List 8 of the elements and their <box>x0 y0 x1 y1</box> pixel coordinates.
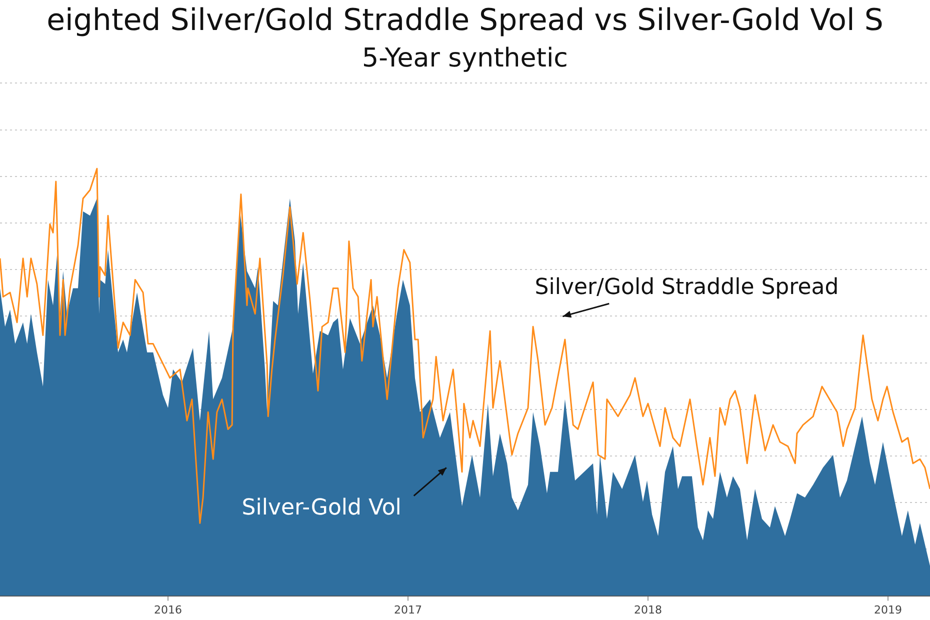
x-tick-label: 2019 <box>874 603 902 616</box>
x-tick-label: 2018 <box>634 603 662 616</box>
series-label: Silver/Gold Straddle Spread <box>534 274 839 300</box>
chart-title: eighted Silver/Gold Straddle Spread vs Silver-Gold Vol S <box>46 2 884 38</box>
x-tick-label: 2016 <box>154 603 182 616</box>
series-label: Silver-Gold Vol <box>242 495 402 520</box>
x-tick-label: 2017 <box>394 603 422 616</box>
chart-subtitle: 5-Year synthetic <box>362 43 568 74</box>
